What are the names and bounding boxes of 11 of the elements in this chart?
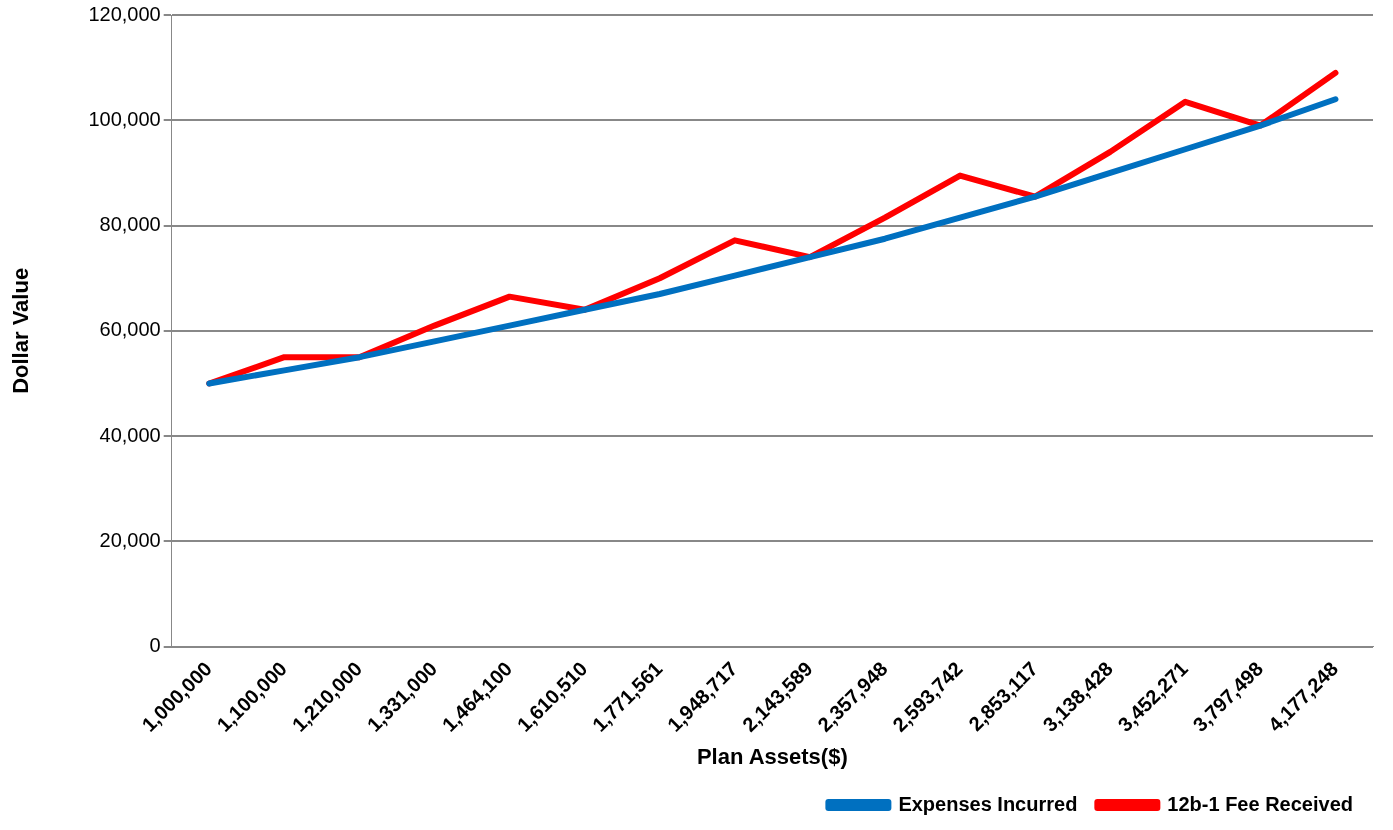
legend-label: 12b-1 Fee Received <box>1167 792 1353 815</box>
legend-label: Expenses Incurred <box>898 792 1078 815</box>
y-tick-label: 120,000 <box>88 2 161 25</box>
y-tick-label: 40,000 <box>99 423 161 446</box>
y-tick-label: 0 <box>149 634 161 657</box>
y-tick-label: 60,000 <box>99 318 161 341</box>
y-axis-title: Dollar Value <box>8 267 34 394</box>
y-tick-label: 80,000 <box>99 213 161 236</box>
x-axis-title: Plan Assets($) <box>696 743 848 769</box>
y-tick-label: 100,000 <box>88 107 161 130</box>
y-tick-label: 20,000 <box>99 528 161 551</box>
